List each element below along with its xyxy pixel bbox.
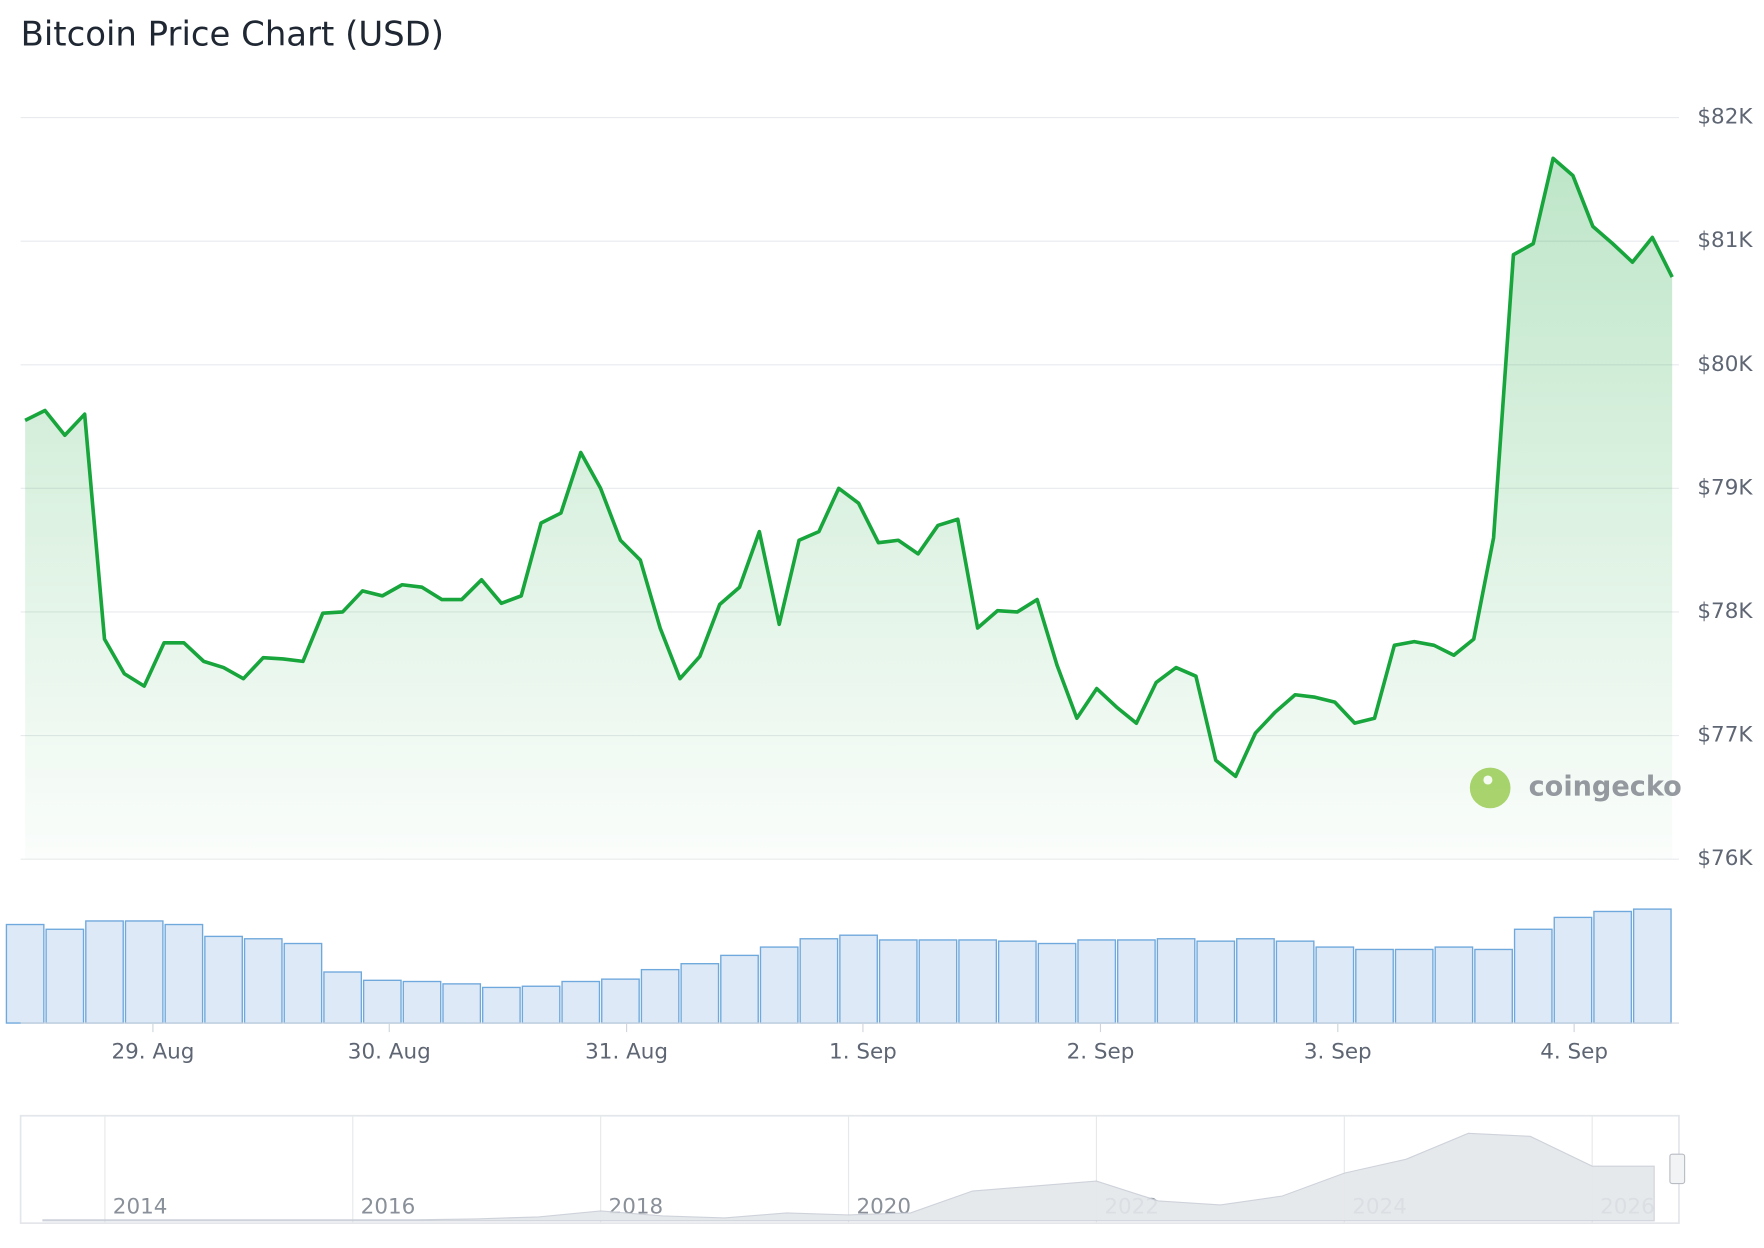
volume-bar — [521, 985, 561, 1024]
volume-bar — [799, 938, 839, 1024]
volume-bar — [85, 920, 124, 1024]
y-tick-label: $80K — [1697, 352, 1753, 377]
x-tick-label: 3. Sep — [1304, 1039, 1372, 1064]
y-tick-label: $77K — [1697, 723, 1753, 748]
x-tick-label: 1. Sep — [829, 1039, 897, 1064]
volume-bar — [5, 923, 45, 1024]
x-tick-label: 2. Sep — [1067, 1039, 1135, 1064]
volume-bar — [1355, 948, 1394, 1024]
volume-bar — [1315, 946, 1355, 1024]
volume-bar — [839, 934, 878, 1024]
volume-bar — [283, 942, 323, 1024]
volume-bar — [402, 980, 442, 1024]
volume-bar — [124, 920, 164, 1024]
volume-bar — [561, 980, 601, 1024]
y-tick-label: $78K — [1697, 599, 1753, 624]
volume-bar — [442, 983, 482, 1024]
navigator-tick-label: 2014 — [113, 1194, 168, 1219]
y-tick-label: $76K — [1697, 846, 1753, 871]
volume-bar — [1116, 939, 1156, 1024]
navigator-tick-label: 2016 — [361, 1194, 416, 1219]
volume-bar — [1553, 916, 1593, 1024]
volume-bar — [323, 971, 363, 1024]
volume-bar — [1434, 946, 1474, 1024]
y-tick-label: $79K — [1697, 475, 1753, 500]
price-line — [24, 156, 1674, 779]
volume-bar — [204, 935, 243, 1024]
volume-bar — [1593, 910, 1633, 1024]
volume-bar — [1196, 940, 1236, 1024]
navigator-handle[interactable] — [1669, 1153, 1686, 1185]
y-tick-label: $82K — [1697, 105, 1753, 130]
volume-bar — [720, 954, 759, 1024]
x-tick-label: 31. Aug — [585, 1039, 668, 1064]
volume-bar — [997, 940, 1037, 1024]
watermark-logo — [1469, 767, 1511, 809]
volume-bar — [1236, 938, 1275, 1024]
volume-bar — [481, 986, 521, 1024]
volume-bar — [1632, 908, 1672, 1024]
watermark-text: coingecko — [1529, 771, 1682, 802]
volume-bar — [45, 928, 85, 1024]
volume-bar — [680, 963, 720, 1024]
volume-bar — [1513, 928, 1553, 1024]
volume-bar — [759, 946, 799, 1024]
volume-bar — [958, 939, 998, 1024]
watermark-eye — [1483, 775, 1493, 785]
volume-bar — [1474, 948, 1513, 1024]
volume-bar — [878, 939, 918, 1024]
volume-bar — [1156, 938, 1196, 1024]
x-tick-label: 30. Aug — [348, 1039, 431, 1064]
x-tick-label: 29. Aug — [111, 1039, 194, 1064]
volume-bar — [1037, 942, 1077, 1024]
volume-bar — [1077, 939, 1117, 1024]
volume-bar — [362, 979, 402, 1024]
x-tick-label: 4. Sep — [1540, 1039, 1608, 1064]
volume-bar — [640, 968, 680, 1024]
price-area — [25, 158, 1673, 860]
navigator-area — [42, 1132, 1655, 1222]
volume-bar — [918, 939, 958, 1024]
volume-bar — [243, 938, 283, 1024]
volume-bar — [1394, 948, 1434, 1024]
y-tick-label: $81K — [1697, 228, 1753, 253]
chart-title: Bitcoin Price Chart (USD) — [21, 15, 444, 54]
volume-bar — [1275, 940, 1315, 1024]
volume-bar — [601, 978, 640, 1024]
volume-bar — [164, 923, 204, 1024]
